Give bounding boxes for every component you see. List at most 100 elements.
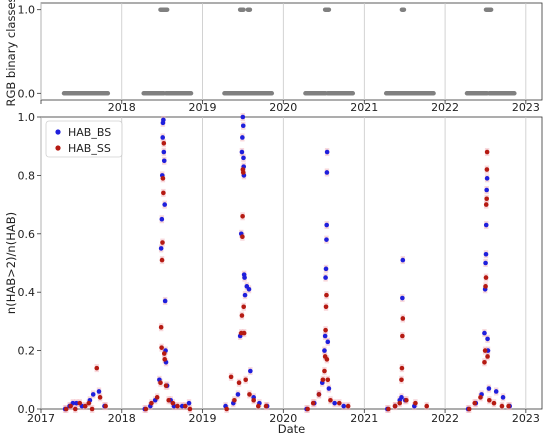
hab-bs-point	[161, 158, 167, 164]
hab-ss-point	[404, 397, 409, 403]
hab-ss-point	[325, 377, 331, 383]
hab-ss-point	[247, 392, 252, 397]
hab-ss-point	[182, 403, 188, 409]
legend: HAB_BS HAB_SS	[45, 120, 123, 158]
hab-ss-point	[506, 403, 511, 409]
bottom-x-tick-label: 2019	[189, 412, 217, 425]
hab-ss-point	[158, 324, 164, 330]
legend-marker-hab_ss	[55, 145, 61, 151]
hab-ss-point	[484, 149, 490, 155]
hab-ss-point	[323, 304, 329, 310]
hab-ss-point	[241, 304, 247, 310]
hab-bs-point	[484, 187, 489, 193]
hab-ss-point	[466, 406, 472, 412]
top-y-tick-label: 1.0	[18, 4, 36, 17]
bottom-x-tick-label: 2022	[431, 412, 459, 425]
hab-ss-point	[484, 167, 490, 172]
hab-bs-point	[500, 395, 506, 400]
hab-bs-point	[158, 246, 164, 251]
hab-ss-point	[232, 397, 237, 403]
hab-ss-point	[328, 397, 333, 403]
top-panel-rgb-classes: 0.0 1.0 2018 2019 2020 2021 2022 2023 RGB binary…	[4, 0, 543, 114]
hab-ss-point	[63, 406, 69, 412]
bottom-y-tick-label: 0.6	[18, 228, 36, 241]
hab-bs-point	[74, 400, 79, 406]
hab-bs-point	[332, 400, 337, 406]
hab-bs-point	[324, 237, 329, 242]
hab-bs-point	[246, 286, 252, 292]
legend-label-hab_bs: HAB_BS	[68, 126, 111, 139]
bottom-y-tick-label: 0.0	[18, 403, 36, 416]
hab-ss-point	[86, 400, 92, 406]
hab-ss-point	[483, 284, 488, 289]
hab-ss-point	[482, 359, 487, 365]
hab-ss-point	[485, 354, 490, 359]
hab-ss-point	[72, 406, 78, 412]
hab-bs-point	[324, 222, 329, 228]
bottom-y-tick-label: 1.0	[18, 111, 36, 124]
hab-ss-point	[472, 400, 478, 406]
hab-ss-point	[160, 240, 165, 245]
hab-ss-point	[397, 400, 403, 406]
hab-ss-point	[77, 400, 83, 406]
hab-ss-point	[224, 406, 229, 412]
hab-ss-point	[400, 333, 405, 339]
top-y-axis-label: RGB binary classes	[4, 0, 18, 107]
hab-bs-point	[323, 266, 329, 272]
hab-bs-point	[162, 298, 168, 304]
hab-ss-point	[68, 403, 73, 409]
top-x-tick-label: 2019	[189, 101, 217, 114]
bottom-x-tick-label: 2018	[108, 412, 136, 425]
hab-ss-point	[175, 403, 180, 409]
hab-ss-point	[305, 406, 310, 412]
hab-bs-point	[483, 251, 489, 257]
hab-ss-point	[160, 176, 166, 181]
hab-ss-point	[323, 327, 328, 333]
hab-bs-point	[400, 295, 405, 301]
hab-ss-point	[239, 313, 245, 318]
hab-ss-point	[103, 403, 108, 409]
hab-ss-point	[491, 400, 497, 406]
hab-bs-point	[483, 222, 489, 228]
hab-bs-point	[322, 348, 327, 353]
hab-bs-point	[240, 123, 246, 129]
hab-ss-point	[399, 377, 404, 383]
hab-ss-point	[240, 234, 245, 240]
hab-bs-point	[240, 114, 246, 120]
bottom-y-tick-label: 0.2	[18, 345, 36, 358]
hab-ss-point	[154, 395, 160, 400]
top-y-tick-label: 0.0	[18, 87, 36, 100]
hab-bs-point	[248, 368, 253, 374]
hab-bs-point	[96, 389, 102, 394]
hab-bs-point	[322, 333, 328, 339]
hab-bs-point	[161, 117, 166, 123]
hab-ss-point	[162, 357, 168, 362]
bottom-y-tick-label: 0.8	[18, 169, 36, 182]
hab-bs-point	[235, 392, 241, 397]
hab-bs-point	[400, 257, 406, 263]
hab-ss-point	[484, 196, 489, 202]
hab-bs-point	[159, 216, 165, 222]
hab-ss-point	[161, 140, 167, 146]
hab-bs-point	[486, 386, 492, 391]
hab-bs-point	[399, 395, 404, 400]
hab-ss-point	[499, 403, 505, 409]
hab-bs-point	[186, 400, 192, 406]
hab-ss-point	[316, 392, 322, 397]
hab-ss-point	[483, 202, 489, 207]
hab-bs-point	[240, 135, 245, 140]
hab-ss-point	[320, 377, 326, 383]
hab-ss-point	[159, 257, 165, 263]
hab-ss-point	[89, 406, 95, 412]
hab-ss-point	[487, 397, 492, 403]
bottom-x-tick-label: 2017	[27, 412, 55, 425]
hab-bs-point	[324, 149, 330, 155]
top-x-tick-label: 2020	[269, 101, 297, 114]
hab-ss-point	[82, 403, 88, 409]
hab-ss-point	[143, 406, 149, 412]
hab-ss-point	[345, 403, 351, 409]
hab-bs-point	[161, 149, 167, 155]
hab-ss-point	[236, 380, 242, 386]
hab-ss-point	[166, 397, 171, 403]
